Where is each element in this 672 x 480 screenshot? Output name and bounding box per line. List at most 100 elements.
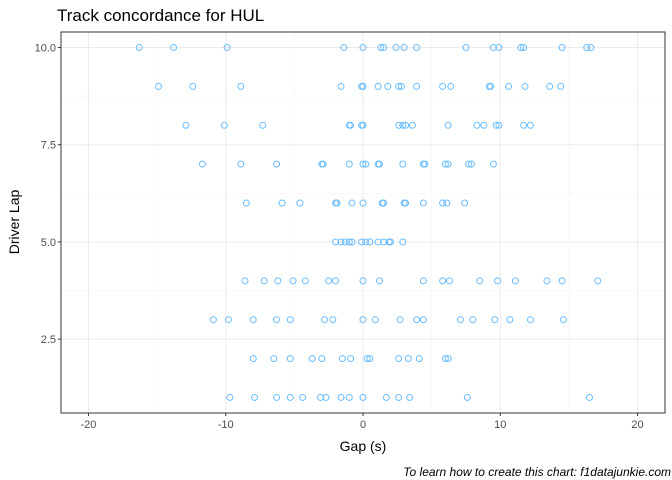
data-point (587, 44, 595, 52)
data-point (461, 199, 469, 207)
data-point (296, 199, 304, 207)
data-point (395, 82, 403, 90)
data-point (359, 44, 367, 52)
data-point (363, 355, 371, 363)
data-point (594, 277, 602, 285)
data-point (249, 355, 257, 363)
data-point (487, 82, 495, 90)
data-point (480, 121, 488, 129)
data-point (395, 355, 403, 363)
data-point (273, 316, 281, 324)
data-point (359, 82, 367, 90)
data-point (319, 160, 327, 168)
data-point (371, 316, 379, 324)
data-point (439, 199, 447, 207)
data-point (278, 199, 286, 207)
data-point (395, 121, 403, 129)
y-tick-label: 10.0 (35, 43, 56, 55)
data-point (491, 316, 499, 324)
data-point (402, 199, 410, 207)
data-point (469, 316, 477, 324)
chart-caption: To learn how to create this chart: f1dat… (403, 465, 671, 479)
data-point (318, 355, 326, 363)
data-point (270, 355, 278, 363)
data-point (348, 199, 356, 207)
data-point (392, 44, 400, 52)
data-point (182, 121, 190, 129)
data-point (226, 393, 234, 401)
data-point (242, 199, 250, 207)
data-point (301, 277, 309, 285)
data-point (557, 82, 565, 90)
data-point (558, 44, 566, 52)
data-point (135, 44, 143, 52)
data-point (332, 238, 340, 246)
data-point (520, 44, 528, 52)
data-point (463, 393, 471, 401)
data-point (441, 160, 449, 168)
data-point (406, 393, 414, 401)
data-point (380, 238, 388, 246)
data-point (289, 277, 297, 285)
data-point (543, 277, 551, 285)
y-tick-label: 5.0 (41, 237, 56, 249)
data-point (359, 121, 367, 129)
chart-title: Track concordance for HUL (57, 6, 264, 25)
data-point (408, 121, 416, 129)
data-point (241, 277, 249, 285)
y-axis-label: Driver Lap (6, 190, 22, 255)
data-point (526, 316, 534, 324)
data-point (374, 238, 382, 246)
x-tick-label: -20 (81, 419, 97, 431)
data-point (465, 160, 473, 168)
data-point (359, 393, 367, 401)
data-point (413, 82, 421, 90)
data-point (444, 121, 452, 129)
data-point (362, 238, 370, 246)
data-point (359, 277, 367, 285)
data-point (380, 199, 388, 207)
data-point (386, 238, 394, 246)
data-point (377, 44, 385, 52)
x-tick-label: 0 (360, 419, 366, 431)
data-point (399, 160, 407, 168)
data-point (316, 393, 324, 401)
data-point (321, 316, 329, 324)
data-point (395, 393, 403, 401)
data-point (444, 355, 452, 363)
data-point (209, 316, 217, 324)
data-point (382, 393, 390, 401)
data-point (325, 277, 333, 285)
data-point (332, 277, 340, 285)
data-point (495, 44, 503, 52)
data-point (517, 44, 525, 52)
data-point (384, 82, 392, 90)
data-point (299, 393, 307, 401)
data-point (476, 277, 484, 285)
data-point (347, 355, 355, 363)
data-point (444, 160, 452, 168)
data-point (559, 316, 567, 324)
data-point (366, 355, 374, 363)
data-point (273, 393, 281, 401)
data-point (329, 316, 337, 324)
data-point (340, 44, 348, 52)
data-point (189, 82, 197, 90)
data-point (260, 277, 268, 285)
plot-panel (60, 31, 666, 414)
data-point (521, 82, 529, 90)
data-point (558, 277, 566, 285)
data-point (366, 238, 374, 246)
data-point (439, 277, 447, 285)
data-point (345, 393, 353, 401)
y-axis-ticks: 2.5 5.0 7.5 10.0 (35, 43, 61, 346)
data-point (473, 121, 481, 129)
data-point (583, 44, 591, 52)
data-point (259, 121, 267, 129)
data-point (505, 82, 513, 90)
data-point (341, 238, 349, 246)
data-point (456, 316, 464, 324)
data-point (495, 121, 503, 129)
data-point (347, 121, 355, 129)
data-point (419, 199, 427, 207)
